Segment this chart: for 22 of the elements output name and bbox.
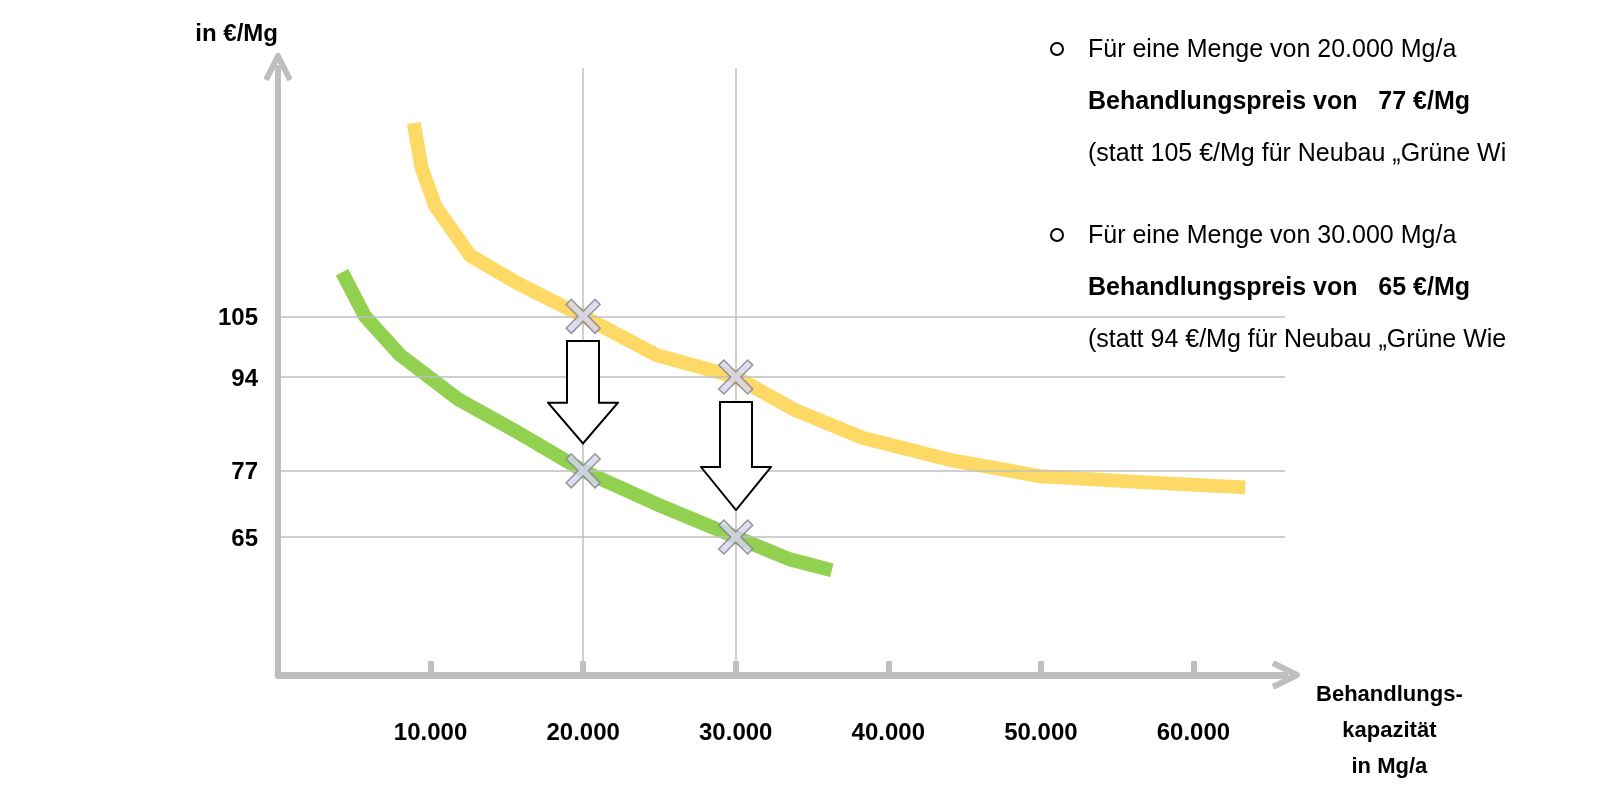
x-tick-label: 20.000 [546, 717, 620, 745]
point [717, 359, 754, 395]
x-tick-label: 60.000 [1156, 717, 1231, 745]
annotation: Für eine Menge von 30.000 Mg/a [1088, 220, 1457, 248]
x-tick-label: 30.000 [699, 717, 773, 745]
point [565, 298, 601, 335]
annotation: (statt 94 €/Mg für Neubau „Grüne Wie [1088, 324, 1507, 352]
annotation: Behandlungspreis von 77 €/Mg [1088, 86, 1471, 114]
point [717, 519, 754, 555]
text: Für eine Menge von 20.000 Mg/a [1088, 34, 1457, 62]
y-tick-label: 94 [231, 363, 259, 391]
y-tick-label: 65 [231, 523, 258, 551]
y-axis-title: in €/Mg [195, 18, 278, 46]
point [565, 453, 601, 489]
x-tick-label: 40.000 [851, 717, 926, 745]
x-tick-label: 50.000 [1004, 717, 1078, 745]
annotation: (statt 105 €/Mg für Neubau „Grüne Wi [1088, 138, 1507, 166]
x-tick-label: 10.000 [393, 717, 468, 745]
annotation: Behandlungspreis von 65 €/Mg [1088, 272, 1471, 300]
y-tick-label: 77 [231, 457, 258, 485]
y-tick-label: 105 [217, 302, 258, 330]
x-axis-title: Behandlungs- kapazität in Mg/a [1316, 680, 1463, 778]
